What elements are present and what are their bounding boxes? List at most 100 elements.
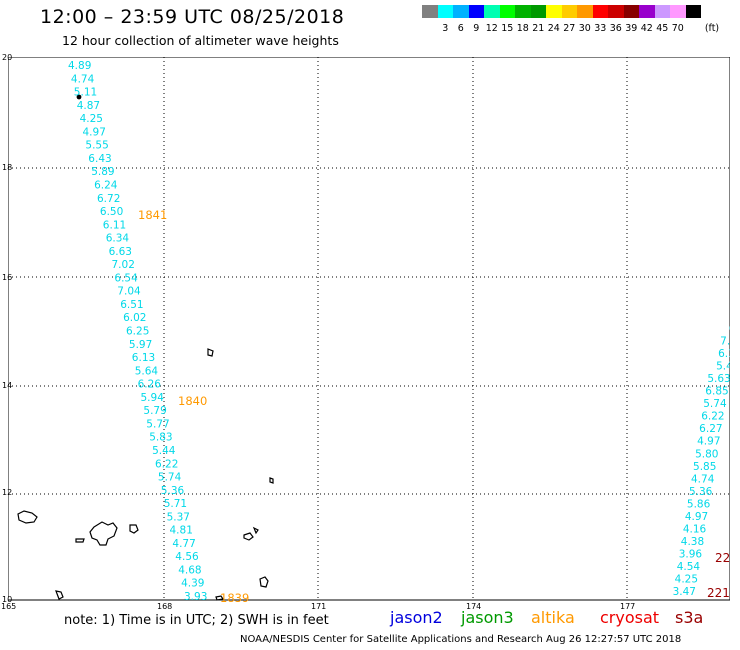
legend-label: 33	[594, 23, 607, 34]
legend-swatch	[453, 5, 469, 18]
legend-label: 15	[501, 23, 514, 34]
wave-height-value: 6.11	[103, 219, 126, 231]
wave-height-value: 3.96	[679, 548, 703, 560]
satellite-label: jason3	[461, 608, 514, 627]
wave-height-value: 6.27	[699, 423, 722, 435]
island-outline	[215, 595, 225, 601]
wave-height-value: 4.81	[170, 525, 193, 537]
wave-height-value: 6.63	[109, 246, 132, 258]
footer-note: note: 1) Time is in UTC; 2) SWH is in fe…	[64, 613, 329, 628]
altika-time-labels: 1841 1840 1839	[138, 208, 249, 605]
wave-height-value: 5.11	[74, 87, 97, 99]
wave-height-value: 6.1	[718, 348, 730, 360]
wave-height-value: 6.	[729, 323, 730, 335]
legend-swatch	[499, 5, 515, 18]
wave-height-value: 6.25	[126, 326, 149, 338]
wave-height-value: 4.16	[683, 523, 707, 535]
time-label: 2215	[707, 586, 730, 600]
island-outline	[269, 477, 274, 484]
wave-height-value: 5.71	[164, 498, 187, 510]
wave-height-value: 5.97	[129, 339, 152, 351]
legend-label: 9	[473, 23, 480, 34]
legend-swatch	[530, 5, 546, 18]
wave-height-value: 6.85	[705, 386, 728, 398]
legend-label: 36	[609, 23, 622, 34]
wave-height-value: 4.56	[175, 551, 199, 563]
legend-swatch	[577, 5, 593, 18]
legend-swatch	[515, 5, 531, 18]
page-title: 12:00 – 23:59 UTC 08/25/2018	[40, 6, 345, 28]
wave-height-value: 4.74	[71, 73, 95, 85]
wave-height-value: 5.64	[135, 365, 159, 377]
grid-lines	[8, 57, 730, 600]
wave-height-value: 5.36	[689, 486, 713, 498]
time-label: 1841	[138, 208, 167, 222]
legend-unit: (ft)	[704, 23, 720, 34]
wave-height-value: 3.93	[184, 591, 207, 603]
legend-label: 3	[442, 23, 449, 34]
wave-height-value: 6.72	[97, 193, 120, 205]
legend-swatch	[623, 5, 639, 18]
wave-height-value: 5.74	[158, 472, 182, 484]
latitude-label: 16	[2, 273, 13, 282]
island-outline	[243, 532, 254, 541]
legend-label: 39	[625, 23, 638, 34]
wave-height-value: 5.37	[167, 511, 190, 523]
wave-height-value: 6.54	[114, 272, 138, 284]
legend-swatch	[546, 5, 562, 18]
wave-height-value: 5.94	[141, 392, 165, 404]
wave-height-value: 4.25	[80, 113, 103, 125]
satellite-label: s3a	[675, 608, 704, 627]
legend-swatch	[685, 5, 701, 18]
wave-height-value: 4.54	[677, 561, 701, 573]
legend-swatch	[592, 5, 608, 18]
longitude-label: 168	[157, 602, 173, 611]
longitude-label: 174	[466, 602, 482, 611]
wave-height-value: 6.13	[132, 352, 155, 364]
wave-height-value: 6.02	[123, 312, 146, 324]
legend-swatch	[422, 5, 438, 18]
legend-label: 12	[485, 23, 498, 34]
wave-height-value: 6.50	[100, 206, 123, 218]
wave-height-value: 6.34	[106, 233, 130, 245]
longitude-label: 177	[620, 602, 636, 611]
wave-height-value: 5.80	[695, 448, 718, 460]
legend-label: 18	[516, 23, 529, 34]
wave-height-value: 3.47	[673, 586, 696, 598]
wave-height-value: 4.97	[83, 126, 106, 138]
wave-height-value: 4.97	[697, 436, 720, 448]
legend-swatch	[654, 5, 670, 18]
altimeter-track-west: 4.894.74 5.114.874.254.97 5.556.435.896.24…	[68, 60, 207, 603]
island-outline	[17, 510, 38, 524]
wave-height-value: 4.89	[68, 60, 91, 72]
time-label: 1839	[220, 591, 249, 605]
legend-label: 70	[671, 23, 684, 34]
satellite-label: cryosat	[600, 608, 660, 627]
legend-swatch	[608, 5, 624, 18]
island-outline	[75, 538, 85, 543]
wave-height-value: 5.55	[85, 140, 108, 152]
wave-height-value: 5.36	[161, 485, 185, 497]
wave-height-value: 4.97	[685, 511, 708, 523]
footer-credit: NOAA/NESDIS Center for Satellite Applica…	[240, 634, 682, 645]
legend-swatch	[468, 5, 484, 18]
wave-height-value: 7.4	[720, 336, 730, 348]
wave-height-value: 5.86	[687, 498, 711, 510]
wave-height-map: 4.894.745.114.874.254.975.556.435.896.24…	[8, 57, 730, 605]
legend-swatch	[437, 5, 453, 18]
latitude-label: 18	[2, 163, 13, 172]
wave-height-value: 4.87	[77, 100, 100, 112]
island-outline	[207, 348, 214, 357]
wave-height-value: 6.24	[94, 179, 118, 191]
legend-label: 24	[547, 23, 560, 34]
wave-height-value: 6.22	[155, 458, 178, 470]
wave-height-value: 4.74	[691, 473, 715, 485]
legend-swatch	[561, 5, 577, 18]
wave-height-value: 7.02	[112, 259, 135, 271]
wave-height-value: 5.4	[716, 361, 730, 373]
wave-height-value: 6.26	[138, 379, 162, 391]
wave-height-value: 4.68	[178, 564, 201, 576]
latitude-label: 20	[2, 53, 13, 62]
legend-label: 42	[640, 23, 653, 34]
legend-swatch	[670, 5, 686, 18]
